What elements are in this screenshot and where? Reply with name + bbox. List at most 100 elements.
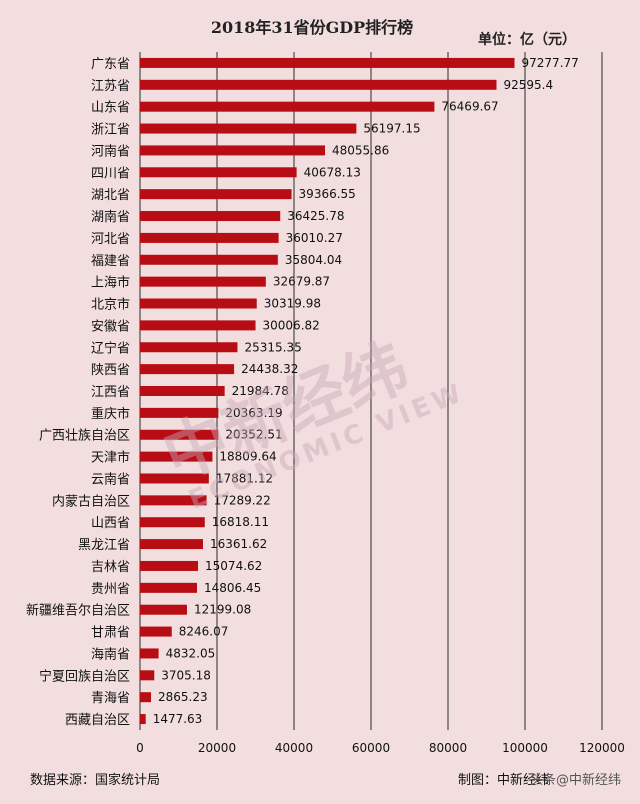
value-label: 35804.04 — [285, 253, 342, 267]
value-label: 30006.82 — [263, 318, 320, 332]
value-label: 32679.87 — [273, 275, 330, 289]
value-label: 48055.86 — [332, 143, 389, 157]
value-label: 18809.64 — [219, 450, 276, 464]
bar — [140, 473, 209, 484]
bar — [140, 670, 155, 681]
category-label: 安徽省 — [91, 319, 130, 334]
category-label: 陕西省 — [91, 363, 130, 378]
bar — [140, 342, 238, 353]
bar — [140, 145, 326, 156]
bar — [140, 582, 198, 593]
grid-lines — [139, 52, 603, 730]
bar — [140, 604, 187, 615]
bar — [140, 232, 279, 243]
value-label: 16818.11 — [212, 515, 269, 529]
value-label: 20363.19 — [225, 406, 282, 420]
value-label: 17289.22 — [214, 493, 271, 507]
category-label: 上海市 — [91, 275, 130, 291]
category-label: 甘肃省 — [91, 626, 130, 641]
value-label: 24438.32 — [241, 362, 298, 376]
x-tick-label: 40000 — [275, 741, 313, 755]
value-label: 17881.12 — [216, 471, 273, 485]
category-label: 山东省 — [91, 101, 130, 116]
value-label: 36425.78 — [287, 209, 344, 223]
category-label: 四川省 — [91, 166, 130, 181]
x-tick-label: 100000 — [502, 741, 548, 755]
x-tick-label: 20000 — [198, 741, 236, 755]
value-label: 1477.63 — [153, 712, 203, 726]
bar — [140, 692, 152, 703]
category-label: 天津市 — [91, 450, 130, 466]
category-label: 重庆市 — [91, 406, 130, 422]
value-labels: 97277.77 92595.4 76469.67 56197.15 48055.86 4… — [153, 56, 579, 726]
value-label: 97277.77 — [522, 56, 579, 70]
category-label: 江西省 — [91, 385, 130, 400]
bar — [140, 276, 266, 287]
source-note: 数据来源：国家统计局 — [30, 772, 160, 788]
value-label: 12199.08 — [194, 603, 251, 617]
bars — [140, 57, 515, 725]
x-tick-label: 60000 — [352, 741, 390, 755]
value-label: 56197.15 — [363, 122, 420, 136]
category-label: 青海省 — [91, 691, 130, 706]
x-tick-label: 80000 — [429, 741, 467, 755]
category-label: 新疆维吾尔自治区 — [26, 603, 130, 619]
bar — [140, 320, 256, 331]
category-label: 广西壮族自治区 — [39, 428, 130, 444]
category-labels: 广东省江苏省山东省浙江省河南省四川省湖北省湖南省河北省福建省上海市北京市安徽省辽… — [26, 57, 130, 728]
bar — [140, 101, 435, 112]
bar — [140, 429, 219, 440]
value-label: 20352.51 — [225, 428, 282, 442]
bar — [140, 189, 292, 200]
overlay-handle: 头条@中新经纬 — [530, 772, 621, 788]
bar — [140, 298, 257, 309]
value-label: 76469.67 — [441, 100, 498, 114]
category-label: 湖北省 — [91, 188, 130, 203]
value-label: 25315.35 — [244, 340, 301, 354]
category-label: 河北省 — [91, 232, 130, 247]
category-label: 贵州省 — [91, 582, 130, 597]
bar — [140, 648, 159, 659]
x-tick-label: 120000 — [579, 741, 625, 755]
bar — [140, 407, 219, 418]
bar — [140, 714, 146, 725]
value-label: 92595.4 — [503, 78, 553, 92]
value-label: 30319.98 — [264, 297, 321, 311]
category-label: 海南省 — [91, 646, 130, 662]
value-label: 39366.55 — [299, 187, 356, 201]
bar — [140, 517, 205, 528]
value-label: 3705.18 — [161, 668, 211, 682]
value-label: 40678.13 — [304, 165, 361, 179]
category-label: 吉林省 — [91, 560, 130, 575]
x-tick-label: 0 — [136, 741, 144, 755]
bar — [140, 386, 225, 396]
category-label: 西藏自治区 — [65, 713, 130, 728]
bar — [140, 560, 199, 571]
x-axis-ticks: 0 20000 40000 60000 80000 100000 120000 — [136, 741, 625, 755]
category-label: 黑龙江省 — [78, 538, 130, 553]
category-label: 河南省 — [91, 143, 130, 159]
value-label: 4832.05 — [166, 646, 216, 660]
bar — [140, 167, 297, 178]
unit-label: 单位：亿（元） — [478, 31, 576, 48]
value-label: 36010.27 — [286, 231, 343, 245]
category-label: 江苏省 — [91, 78, 130, 94]
category-label: 湖南省 — [91, 209, 130, 225]
value-label: 14806.45 — [204, 581, 261, 595]
value-label: 8246.07 — [179, 625, 229, 639]
bar — [140, 79, 497, 90]
credit-note: 制图：中新经纬 — [458, 772, 549, 788]
value-label: 21984.78 — [232, 384, 289, 398]
bar — [140, 495, 207, 506]
bar — [140, 539, 203, 550]
value-label: 2865.23 — [158, 690, 208, 704]
bar — [140, 451, 213, 462]
bar — [140, 364, 235, 375]
category-label: 北京市 — [91, 297, 130, 313]
category-label: 浙江省 — [91, 123, 130, 138]
value-label: 15074.62 — [205, 559, 262, 573]
bar — [140, 211, 281, 222]
category-label: 宁夏回族自治区 — [39, 668, 130, 684]
bar — [140, 57, 515, 68]
